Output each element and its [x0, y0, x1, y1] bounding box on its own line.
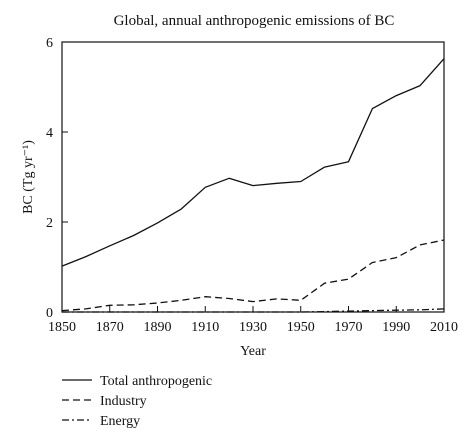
legend-label: Total anthropogenic [100, 374, 212, 389]
x-tick-label: 1950 [287, 320, 315, 335]
axis-ticks: 1850 1870 1890 1910 1930 1950 1970 1990 2010 0 2 4 6 [46, 36, 458, 335]
legend-label: Industry [100, 394, 147, 409]
y-tick-label: 4 [46, 126, 53, 141]
x-tick-label: 1930 [239, 320, 267, 335]
legend: Total anthropogenic Industry Energy [62, 374, 212, 429]
x-tick-label: 1870 [96, 320, 124, 335]
x-tick-label: 1910 [191, 320, 219, 335]
x-tick-label: 1850 [48, 320, 76, 335]
series-line-energy [62, 308, 445, 313]
y-tick-label: 0 [46, 306, 53, 321]
x-axis-label: Year [240, 344, 266, 359]
y-tick-label: 2 [46, 216, 53, 231]
series-lines [61, 58, 445, 313]
chart-title: Global, annual anthropogenic emissions o… [114, 13, 395, 29]
series-line-total-anthropogenic [61, 58, 445, 267]
x-tick-label: 1890 [144, 320, 172, 335]
x-tick-label: 1990 [382, 320, 410, 335]
series-line-industry [61, 239, 445, 312]
y-axis-label: BC (Tg yr⁻¹) [21, 140, 36, 214]
legend-label: Energy [100, 414, 140, 429]
x-tick-label: 1970 [335, 320, 363, 335]
y-tick-label: 6 [46, 36, 53, 51]
x-tick-label: 2010 [430, 320, 458, 335]
plot-frame [61, 41, 445, 313]
